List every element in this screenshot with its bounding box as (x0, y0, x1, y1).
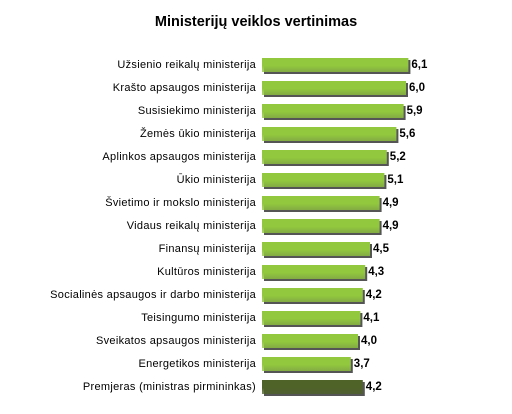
category-label: Švietimo ir mokslo ministerija (105, 196, 256, 209)
category-label: Aplinkos apsaugos ministerija (102, 151, 256, 163)
category-label: Socialinės apsaugos ir darbo ministerija (50, 289, 256, 301)
category-label: Ūkio ministerija (177, 174, 257, 186)
category-label: Sveikatos apsaugos ministerija (96, 335, 257, 347)
category-label: Krašto apsaugos ministerija (113, 82, 257, 94)
value-label: 5,2 (390, 151, 406, 163)
value-label: 4,0 (361, 335, 377, 347)
value-label: 5,1 (387, 174, 404, 186)
value-label: 4,3 (368, 266, 384, 278)
bar (262, 334, 358, 348)
bar (262, 196, 380, 210)
category-label: Finansų ministerija (159, 243, 257, 255)
category-label: Žemės ūkio ministerija (140, 127, 257, 140)
value-label: 4,9 (383, 220, 399, 232)
value-label: 4,5 (373, 243, 390, 255)
category-label: Premjeras (ministras pirmininkas) (83, 381, 256, 393)
value-label: 5,6 (399, 128, 415, 140)
bar (262, 104, 404, 118)
value-label: 6,0 (409, 82, 425, 94)
value-label: 4,1 (363, 312, 380, 324)
bar (262, 311, 361, 325)
bar (262, 81, 406, 95)
category-label: Vidaus reikalų ministerija (127, 220, 257, 232)
bar (262, 173, 385, 187)
bar (262, 219, 380, 233)
value-label: 3,7 (354, 358, 370, 370)
bar (262, 357, 351, 371)
bar (262, 380, 363, 394)
chart-title: Ministerijų veiklos vertinimas (155, 14, 357, 30)
bar (262, 127, 397, 141)
bar (262, 265, 366, 279)
bar (262, 288, 363, 302)
bar (262, 242, 370, 256)
bar (262, 58, 409, 72)
category-label: Susisiekimo ministerija (138, 105, 257, 117)
value-label: 6,1 (411, 59, 428, 71)
category-label: Kultūros ministerija (157, 266, 257, 278)
category-label: Užsienio reikalų ministerija (117, 59, 256, 71)
value-label: 4,2 (366, 381, 382, 393)
value-label: 4,9 (383, 197, 399, 209)
value-label: 5,9 (407, 105, 423, 117)
category-label: Teisingumo ministerija (141, 312, 256, 324)
value-label: 4,2 (366, 289, 382, 301)
category-label: Energetikos ministerija (138, 358, 256, 370)
bar (262, 150, 387, 164)
